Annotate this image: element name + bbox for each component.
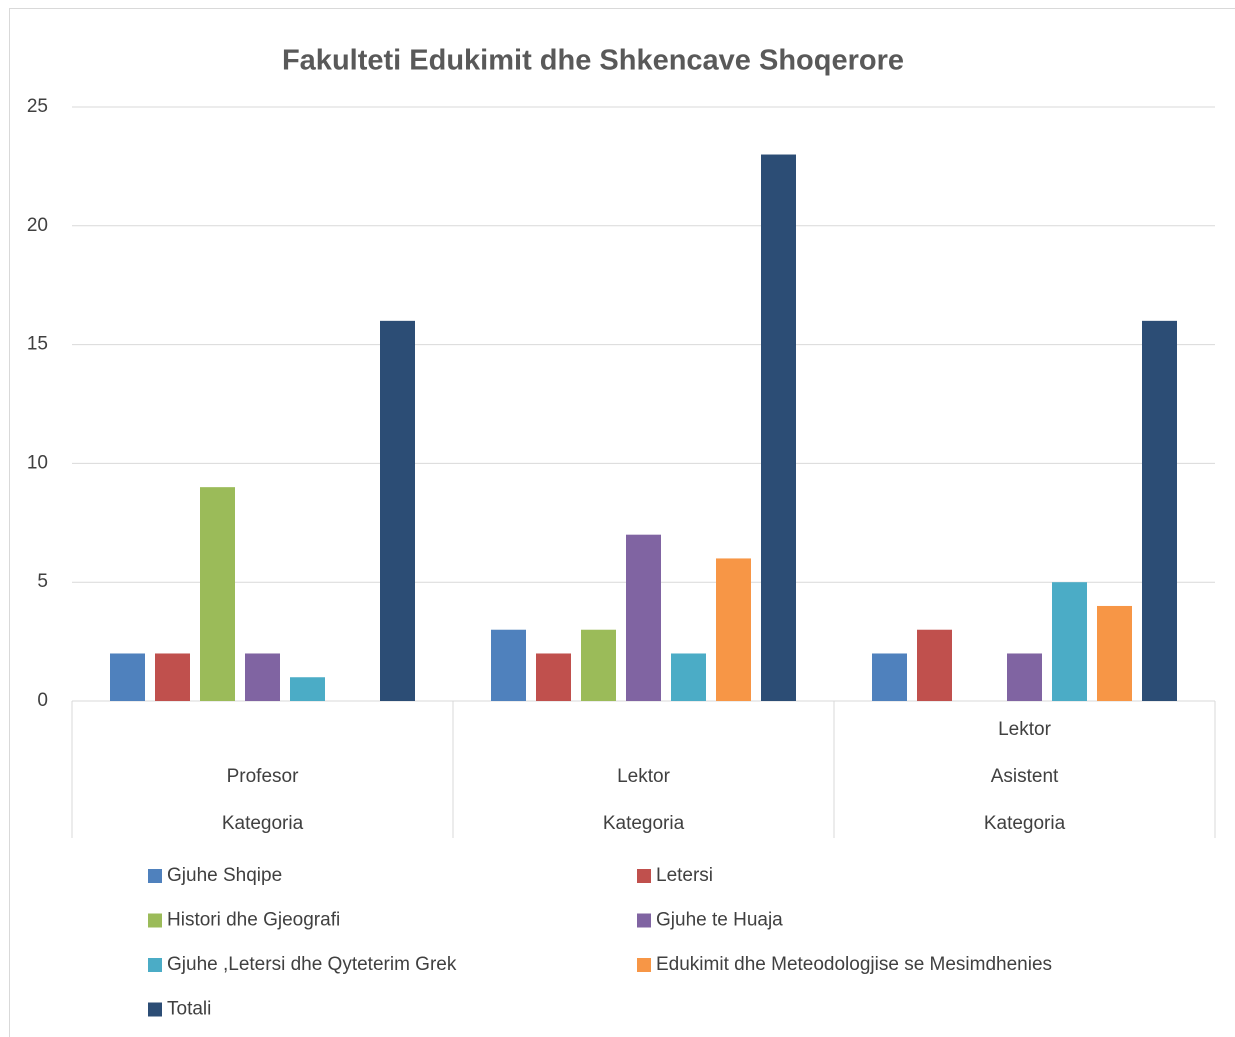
legend-label: Gjuhe te Huaja xyxy=(656,910,783,931)
x-tick-label: Asistent xyxy=(991,766,1059,787)
chart-title: Fakulteti Edukimit dhe Shkencave Shoqero… xyxy=(282,45,904,77)
bar xyxy=(671,653,706,701)
bar xyxy=(581,629,616,701)
legend-label: Histori dhe Gjeografi xyxy=(167,910,340,931)
legend-swatch xyxy=(637,869,651,883)
legend-label: Edukimit dhe Meteodologjise se Mesimdhen… xyxy=(656,954,1052,975)
bar xyxy=(626,534,661,701)
chart-border xyxy=(9,8,1235,1037)
legend-label: Totali xyxy=(167,999,211,1020)
y-tick-label: 25 xyxy=(27,96,48,117)
x-tick-label: Kategoria xyxy=(984,813,1066,834)
bar xyxy=(491,629,526,701)
legend-label: Gjuhe Shqipe xyxy=(167,865,282,886)
bar xyxy=(1142,320,1177,701)
y-tick-label: 20 xyxy=(27,215,48,236)
bar xyxy=(245,653,280,701)
x-tick-label: Profesor xyxy=(227,766,299,787)
legend-label: Letersi xyxy=(656,865,713,886)
bar xyxy=(155,653,190,701)
x-tick-label: Kategoria xyxy=(222,813,304,834)
bar xyxy=(536,653,571,701)
legend-swatch xyxy=(148,913,162,928)
bar xyxy=(380,320,415,701)
x-tick-label: Kategoria xyxy=(603,813,685,834)
legend-swatch xyxy=(148,869,162,883)
x-tick-label: Lektor xyxy=(617,766,670,787)
bar xyxy=(1052,582,1087,701)
y-tick-label: 10 xyxy=(27,452,48,473)
bar xyxy=(290,677,325,701)
legend-swatch xyxy=(148,958,162,972)
bar xyxy=(1097,605,1132,701)
bar xyxy=(872,653,907,701)
x-tick-label: Lektor xyxy=(998,719,1051,740)
bar xyxy=(917,629,952,701)
legend-swatch xyxy=(637,958,651,972)
bar xyxy=(1007,653,1042,701)
bar xyxy=(761,154,796,701)
bar xyxy=(200,487,235,701)
legend-label: Gjuhe ,Letersi dhe Qyteterim Grek xyxy=(167,954,457,975)
bar xyxy=(110,653,145,701)
y-tick-label: 15 xyxy=(27,334,48,355)
bar xyxy=(716,558,751,701)
legend-swatch xyxy=(637,913,651,928)
legend-swatch xyxy=(148,1002,162,1017)
y-tick-label: 5 xyxy=(37,571,48,592)
y-tick-label: 0 xyxy=(37,690,48,711)
